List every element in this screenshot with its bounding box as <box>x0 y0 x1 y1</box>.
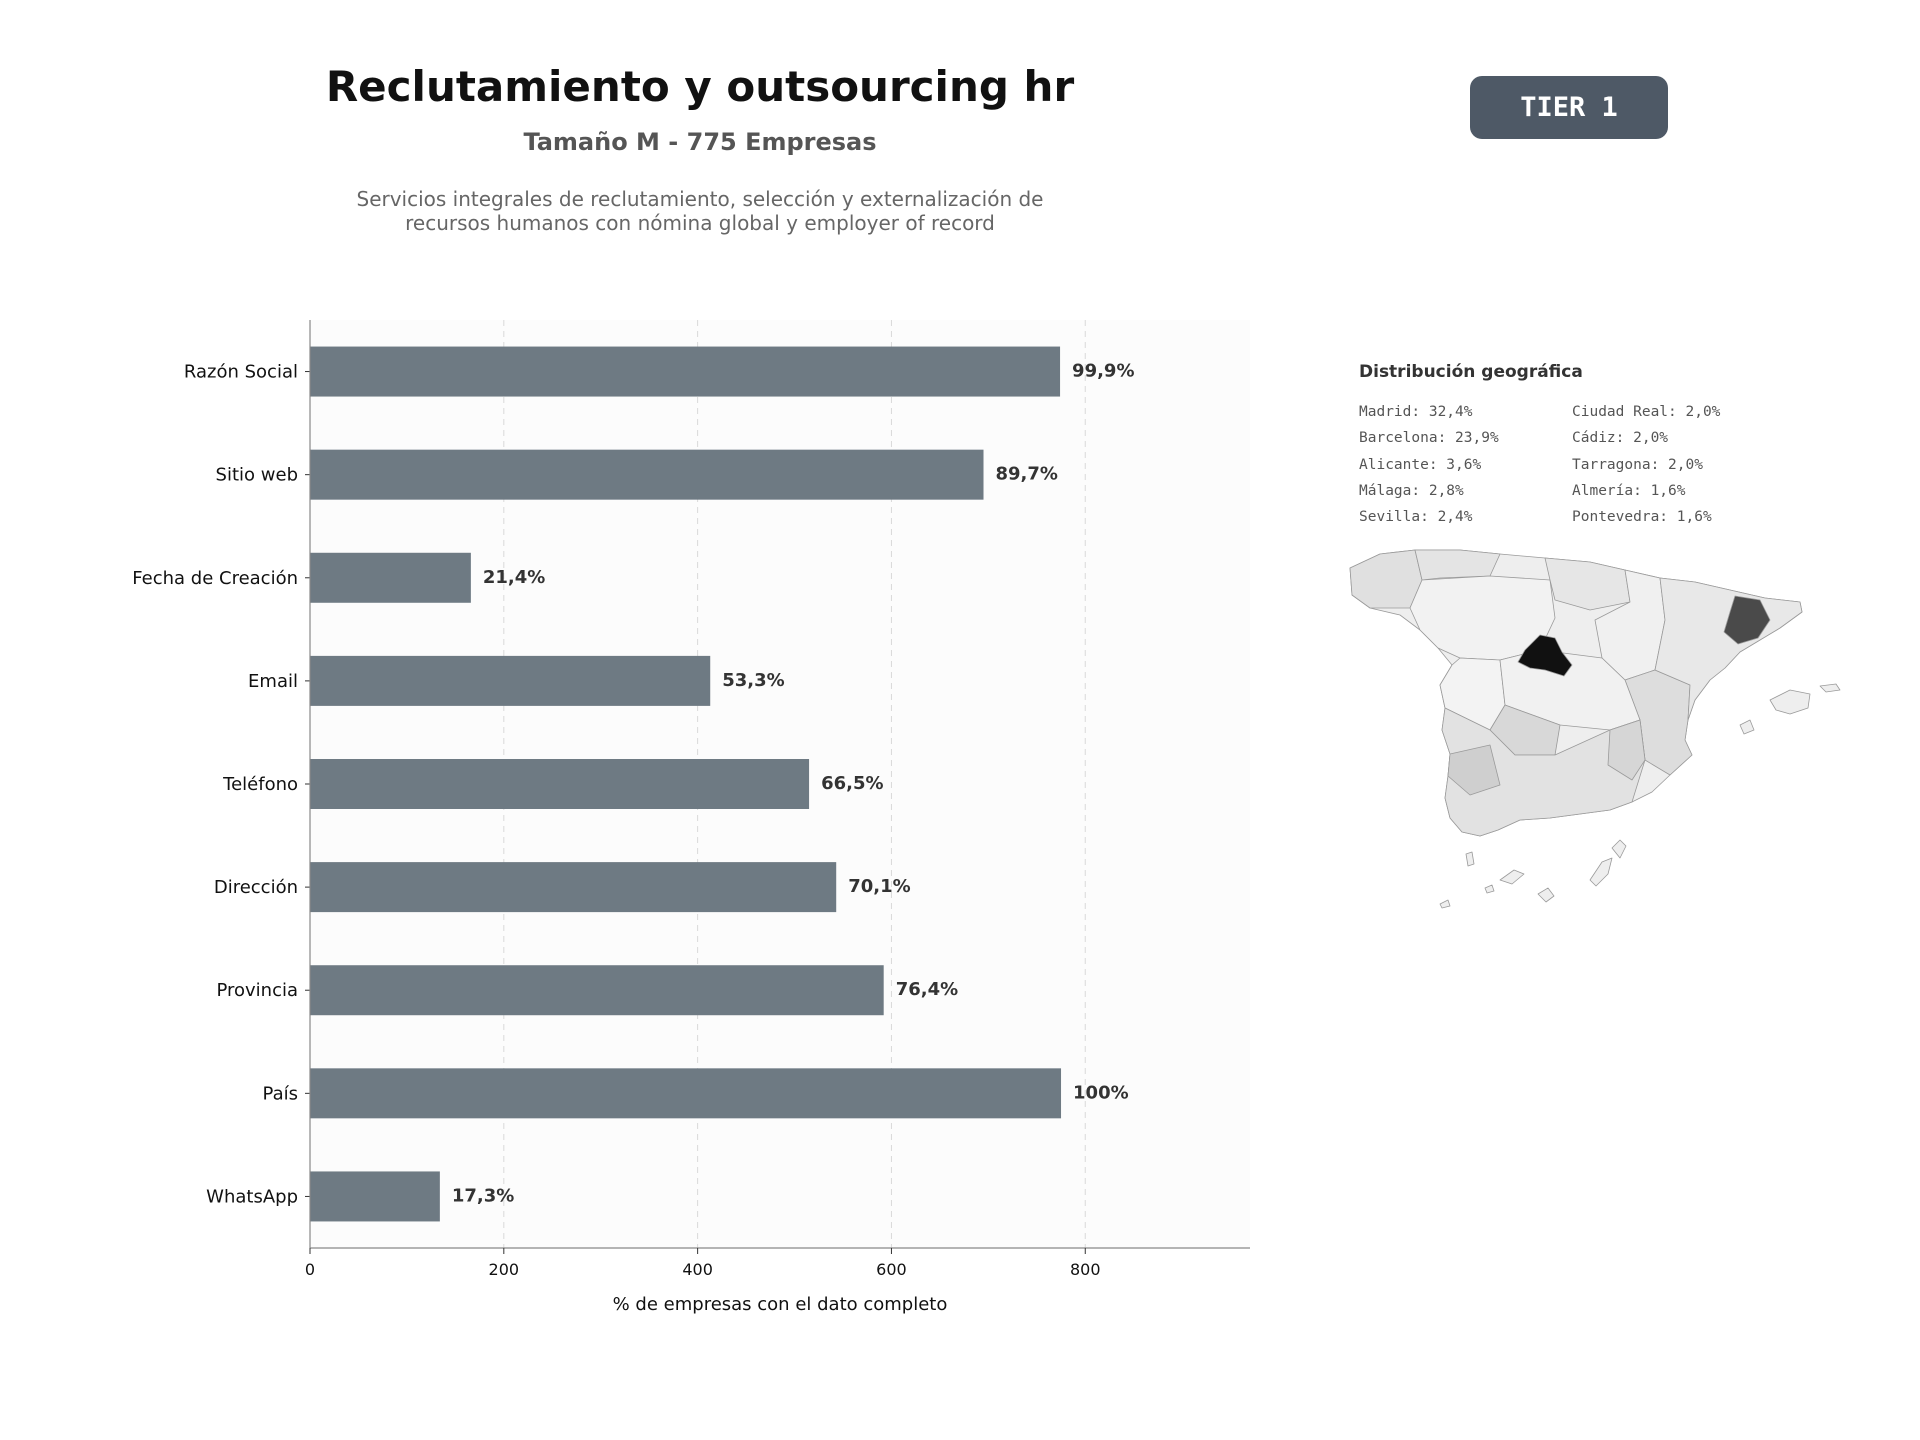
bar <box>310 1068 1062 1119</box>
bar-chart: Razón Social 99,9% Sitio web 89,7% Fecha de … <box>132 320 1250 1315</box>
data-label: 89,7% <box>996 464 1058 485</box>
category-label: Fecha de Creación <box>132 568 298 589</box>
bar <box>310 552 471 603</box>
bar <box>310 655 711 706</box>
category-label: Dirección <box>214 877 298 898</box>
geo-list-column-1: Madrid: 32,4% Barcelona: 23,9% Alicante:… <box>1359 399 1499 530</box>
page-description: Servicios integrales de reclutamiento, s… <box>0 187 1400 235</box>
geo-list-column-2: Ciudad Real: 2,0% Cádiz: 2,0% Tarragona:… <box>1572 399 1720 530</box>
geo-item: Almería: 1,6% <box>1572 482 1686 499</box>
island-el-hierro-shape <box>1439 899 1451 909</box>
spain-choropleth-map <box>1349 549 1841 909</box>
x-axis-label: % de empresas con el dato completo <box>613 1294 948 1315</box>
x-tick-label: 800 <box>1070 1260 1101 1279</box>
description-line: recursos humanos con nómina global y emp… <box>405 211 995 235</box>
category-label: Sitio web <box>216 465 298 486</box>
island-lanzarote-shape <box>1611 839 1627 859</box>
x-tick-label: 600 <box>876 1260 907 1279</box>
island-tenerife-shape <box>1499 869 1525 885</box>
geo-item: Barcelona: 23,9% <box>1359 430 1499 447</box>
region-madrid-shape <box>1517 634 1573 677</box>
geo-item: Pontevedra: 1,6% <box>1572 509 1712 526</box>
bar <box>310 759 810 809</box>
region-barcelona-shape <box>1723 595 1771 645</box>
page-subtitle: Tamaño M - 775 Empresas <box>523 128 877 156</box>
geo-item: Tarragona: 2,0% <box>1572 456 1703 473</box>
island-gran-canaria-shape <box>1537 887 1555 903</box>
geo-distribution-title: Distribución geográfica <box>1359 362 1583 382</box>
data-label: 76,4% <box>896 979 958 1000</box>
region-sevilla-shape <box>1447 744 1501 796</box>
data-label: 17,3% <box>452 1185 514 1206</box>
geo-item: Cádiz: 2,0% <box>1572 430 1669 447</box>
island-ibiza-shape <box>1739 719 1755 735</box>
region-galicia-shape <box>1349 549 1423 609</box>
category-label: Razón Social <box>184 362 298 383</box>
geo-item: Málaga: 2,8% <box>1359 482 1464 499</box>
island-menorca-shape <box>1819 683 1841 693</box>
geo-item: Alicante: 3,6% <box>1359 456 1482 473</box>
page-title: Reclutamiento y outsourcing hr <box>325 62 1075 111</box>
x-tick-label: 0 <box>305 1260 315 1279</box>
bar <box>310 965 884 1016</box>
data-label: 99,9% <box>1072 361 1134 382</box>
category-label: Teléfono <box>222 774 298 795</box>
island-mallorca-shape <box>1769 689 1811 715</box>
data-label: 100% <box>1073 1082 1129 1103</box>
data-label: 66,5% <box>821 773 883 794</box>
region-andalucia-shape <box>1441 707 1646 837</box>
geo-item: Ciudad Real: 2,0% <box>1572 404 1721 420</box>
data-label: 70,1% <box>848 876 910 897</box>
category-label: Email <box>248 671 298 692</box>
region-murcia-shape <box>1607 719 1646 781</box>
island-la-gomera-shape <box>1484 884 1495 894</box>
category-label: Provincia <box>216 980 298 1001</box>
data-label: 53,3% <box>722 670 784 691</box>
data-label: 21,4% <box>483 567 545 588</box>
bar <box>310 346 1061 397</box>
category-label: País <box>263 1083 298 1104</box>
geo-item: Sevilla: 2,4% <box>1359 509 1473 526</box>
bar <box>310 1171 440 1222</box>
island-fuerteventura-shape <box>1589 857 1613 887</box>
category-label: WhatsApp <box>206 1186 298 1207</box>
bar <box>310 862 837 913</box>
geo-item: Madrid: 32,4% <box>1359 404 1473 420</box>
x-tick-label: 200 <box>489 1260 520 1279</box>
region-basque-navarra-shape <box>1544 557 1631 611</box>
tier-badge: TIER 1 <box>1470 76 1668 139</box>
region-asturias-shape <box>1414 549 1501 581</box>
x-tick-label: 400 <box>682 1260 713 1279</box>
island-la-palma-shape <box>1465 851 1475 867</box>
description-line: Servicios integrales de reclutamiento, s… <box>356 187 1044 211</box>
bar <box>310 449 984 500</box>
